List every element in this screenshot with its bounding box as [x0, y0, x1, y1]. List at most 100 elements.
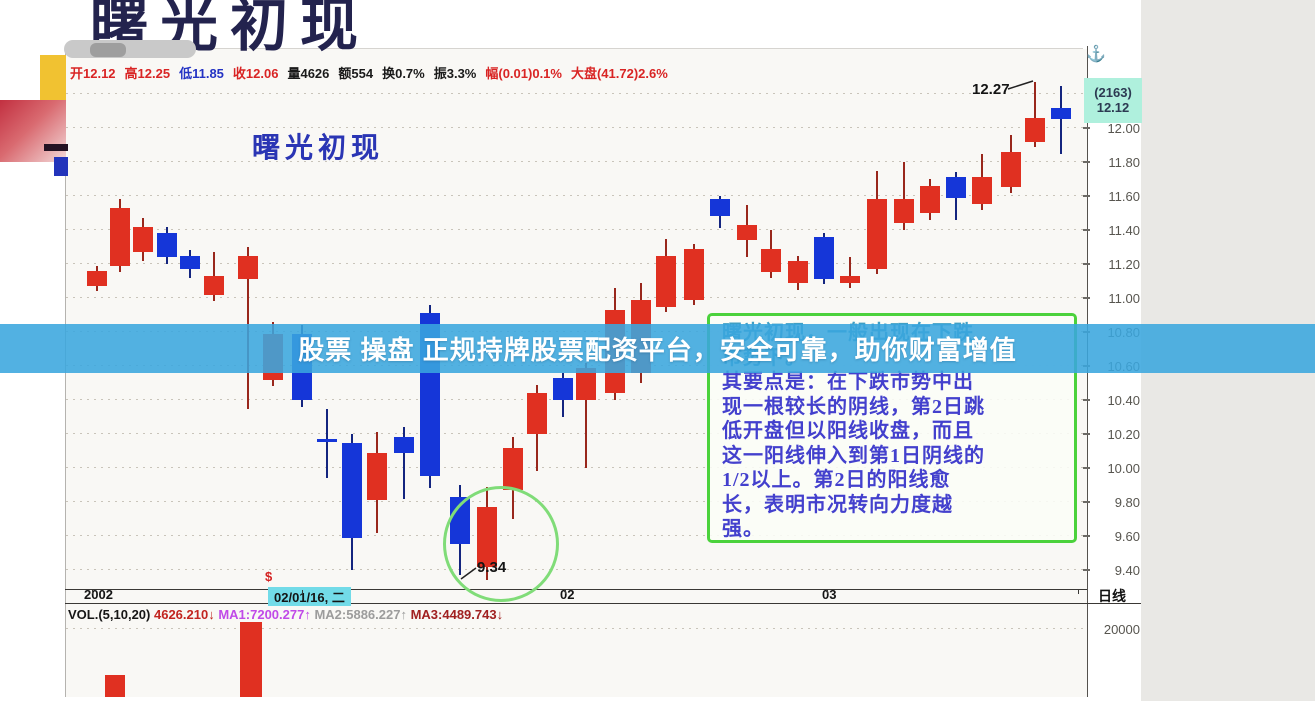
candle-body [894, 199, 914, 224]
candle-body [788, 260, 808, 283]
price-tick-label: 11.40 [1108, 223, 1140, 238]
promo-banner: 股票 操盘 正规持牌股票配资平台，安全可靠，助你财富增值 [0, 324, 1315, 373]
candle-body [527, 393, 547, 434]
candle-body [656, 255, 676, 307]
info-bar-item: 开12.12 [70, 66, 116, 81]
note-box-line: 其要点是：在下跌市势中出 [722, 371, 974, 393]
candle-body [737, 224, 757, 241]
price-tick [1083, 195, 1090, 197]
candle-wick [1060, 85, 1062, 154]
candle-body [761, 248, 781, 273]
date-strip-bottom-line [65, 603, 1141, 604]
gridline [66, 467, 1087, 469]
volume-readout-part: MA1:7200.277↑ [214, 607, 311, 622]
candle-body [946, 177, 966, 198]
price-tick-label: 12.00 [1107, 121, 1140, 136]
candle-body [87, 270, 107, 287]
current-price: 12.12 [1096, 100, 1130, 115]
note-box-line: 强。 [722, 518, 764, 540]
candle-body [110, 207, 130, 266]
gridline [66, 569, 1087, 571]
pattern-note-box: 曙光初现，一般出现在下跌市势下。其要点是：在下跌市势中出现一根较长的阴线，第2日… [707, 313, 1077, 543]
candle-body [840, 275, 860, 283]
volume-gridline [66, 628, 1087, 630]
info-bar-item: 额554 [338, 66, 374, 81]
info-bar-item: 换0.7% [382, 66, 425, 81]
left-decoration-red-gradient [0, 100, 66, 162]
candle-wick [403, 427, 405, 499]
volume-readout-part: MA2:5886.227↑ [310, 607, 407, 622]
gridline [66, 229, 1087, 231]
candle-body [867, 199, 887, 270]
price-tick [1083, 161, 1090, 163]
date-tick [92, 590, 93, 594]
candle-body [503, 447, 523, 491]
candle-body [157, 233, 177, 258]
candle-body [394, 437, 414, 453]
volume-bar [105, 674, 125, 697]
date-label: 02/01/16, 二 [268, 587, 351, 606]
price-tick-label: 11.20 [1108, 257, 1140, 272]
note-box-line: 这一阳线伸入到第1日阴线的 [722, 444, 985, 467]
pattern-highlight-circle [443, 486, 559, 602]
price-tick-label: 10.20 [1107, 427, 1140, 442]
price-tick-label: 11.00 [1108, 291, 1140, 306]
candle-body [920, 185, 940, 213]
volume-readout-part: VOL.(5,10,20) [68, 607, 154, 622]
promo-banner-text: 股票 操盘 正规持牌股票配资平台，安全可靠，助你财富增值 [298, 335, 1017, 365]
gridline [66, 263, 1087, 265]
candle-body [1051, 107, 1071, 120]
pattern-name-label: 曙光初现 [252, 133, 385, 164]
gridline [66, 297, 1087, 299]
note-box-line: 低开盘但以阳线收盘，而且 [722, 420, 974, 442]
title-divider [128, 48, 1083, 49]
price-tick-label: 9.80 [1114, 495, 1140, 510]
current-price-box: (2163) 12.12 [1084, 78, 1142, 123]
period-label: 日线 [1098, 588, 1126, 604]
price-tick-label: 9.60 [1114, 529, 1140, 544]
volume-axis-tick: 20000 [1103, 622, 1140, 637]
price-tick [1083, 127, 1090, 129]
candle-body [710, 199, 730, 217]
gridline [66, 195, 1087, 197]
date-tick [1078, 590, 1079, 594]
volume-readout-part: MA3:4489.743↓ [406, 607, 504, 622]
date-label: 03 [822, 587, 837, 602]
date-tick [302, 590, 303, 594]
candle-body [1001, 151, 1021, 188]
candle-body [342, 442, 362, 538]
left-decoration-blue-square [54, 157, 68, 176]
price-tick-label: 11.80 [1108, 155, 1140, 170]
candle-wick [1034, 82, 1036, 147]
volume-bar [240, 622, 262, 697]
candle-body [317, 439, 337, 443]
gridline [66, 399, 1087, 401]
price-tick-label: 9.40 [1114, 563, 1140, 578]
candle-wick [585, 362, 587, 468]
price-tick-label: 10.40 [1107, 393, 1140, 408]
candle-body [367, 452, 387, 501]
candle-body [576, 367, 596, 400]
info-bar-item: 大盘(41.72)2.6% [570, 66, 668, 81]
gridline [66, 93, 1087, 95]
price-tick [1083, 229, 1090, 231]
info-bar-item: 低11.85 [179, 66, 224, 81]
gridline [66, 433, 1087, 435]
price-tick-label: 10.00 [1107, 461, 1140, 476]
candle-body [684, 248, 704, 300]
candle-body [1025, 117, 1045, 142]
candle-wick [849, 257, 851, 288]
ohlc-info-bar: 开12.12 高12.25 低11.85 收12.06 量4626 额554 换0.7% 振3… [70, 63, 677, 81]
volume-readout-part: 4626.210↓ [153, 607, 215, 622]
candle-body [180, 255, 200, 270]
watermark-smudge [64, 40, 196, 58]
candle-body [814, 236, 834, 280]
dollar-marker: $ [265, 569, 273, 584]
gridline [66, 535, 1087, 537]
left-decoration-yellow [40, 55, 66, 102]
gridline [66, 127, 1087, 129]
date-tick [827, 590, 828, 594]
low-price-annotation: 9.34 [477, 559, 507, 576]
high-price-annotation: 12.27 [972, 81, 1010, 98]
